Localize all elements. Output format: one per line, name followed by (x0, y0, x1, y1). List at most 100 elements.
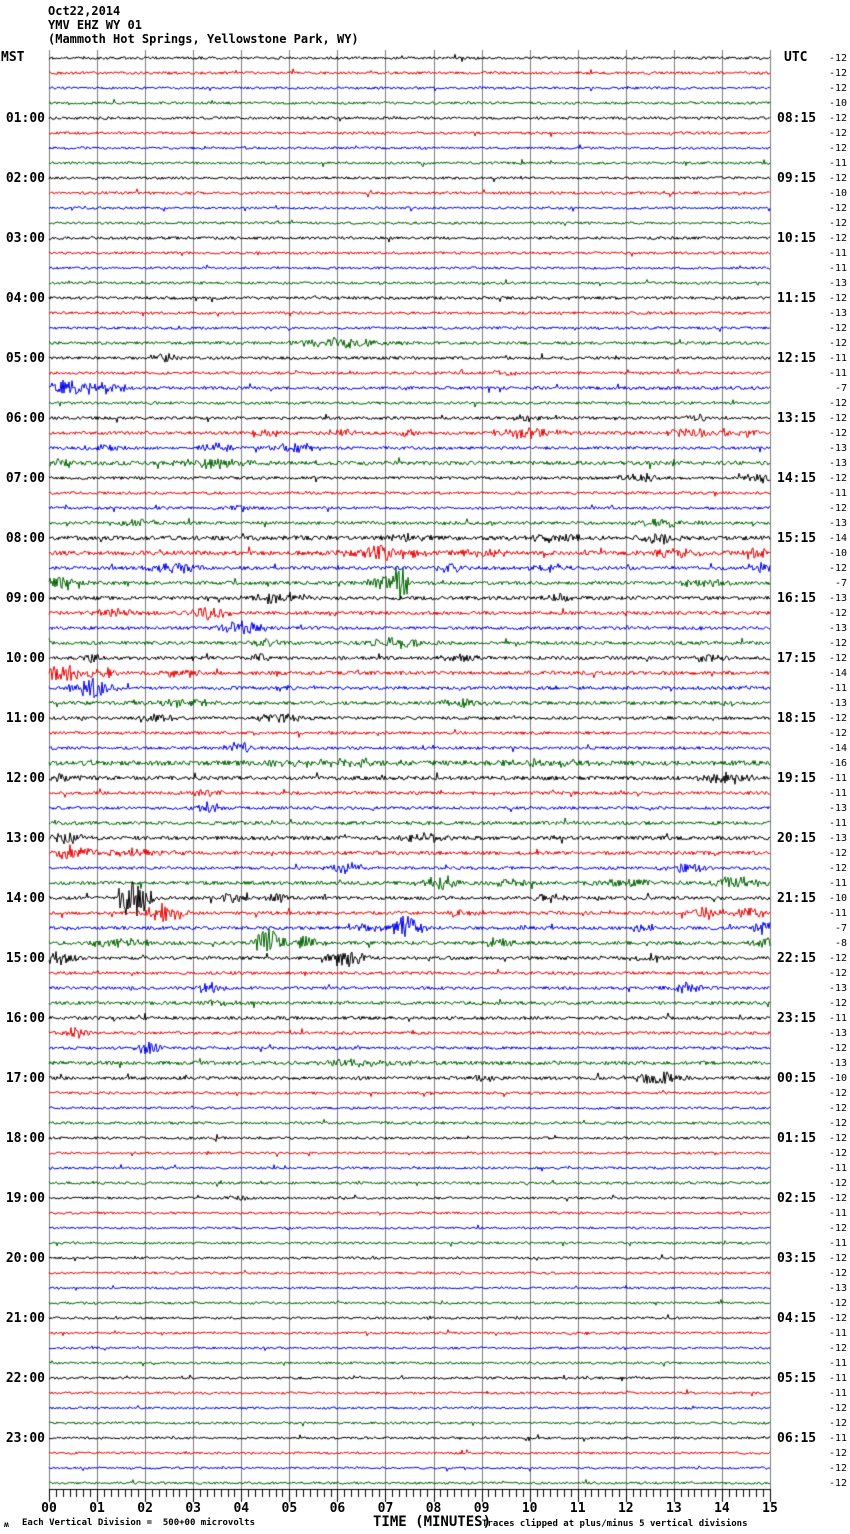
dc-offset-value: -13 (828, 518, 847, 529)
dc-offset-value: -10 (828, 893, 847, 904)
utc-time-label: 13:15 (777, 411, 817, 426)
x-tick-label: 00 (41, 1501, 57, 1516)
dc-offset-value: -10 (828, 188, 847, 199)
dc-offset-value: -12 (828, 1253, 847, 1264)
utc-time-label: 05:15 (777, 1371, 817, 1386)
utc-time-label: 19:15 (777, 771, 817, 786)
utc-time-label: 23:15 (777, 1011, 817, 1026)
x-tick-label: 13 (666, 1501, 682, 1516)
dc-offset-value: -12 (828, 233, 847, 244)
dc-offset-value: -11 (828, 908, 847, 919)
dc-offset-value: -14 (828, 668, 847, 679)
dc-offset-value: -12 (828, 1418, 847, 1429)
dc-offset-value: -11 (828, 1238, 847, 1249)
dc-offset-value: -13 (828, 623, 847, 634)
dc-offset-value: -13 (828, 443, 847, 454)
dc-offset-value: -12 (828, 1133, 847, 1144)
mst-time-label: 19:00 (5, 1191, 45, 1206)
mst-column-header: MST (1, 50, 25, 65)
mst-time-label: 20:00 (5, 1251, 45, 1266)
x-tick-label: 11 (569, 1501, 586, 1516)
dc-offset-value: -16 (828, 758, 847, 769)
mst-time-label: 15:00 (5, 951, 45, 966)
dc-offset-value: -11 (828, 368, 847, 379)
utc-time-label: 11:15 (777, 291, 817, 306)
dc-offset-value: -12 (828, 1403, 847, 1414)
mst-time-label: 23:00 (5, 1431, 45, 1446)
dc-offset-value: -12 (828, 563, 847, 574)
dc-offset-value: -12 (828, 293, 847, 304)
x-tick-label: 04 (233, 1501, 250, 1516)
mst-time-label: 16:00 (5, 1011, 45, 1026)
x-tick-label: 06 (329, 1501, 346, 1516)
mst-time-label: 11:00 (5, 711, 45, 726)
dc-offset-value: -11 (828, 158, 847, 169)
x-tick-label: 02 (137, 1501, 153, 1516)
dc-offset-value: -12 (828, 113, 847, 124)
clipping-note: Traces clipped at plus/minus 5 vertical … (482, 1519, 748, 1529)
dc-offset-value: -12 (828, 473, 847, 484)
dc-offset-value: -12 (828, 848, 847, 859)
dc-offset-value: -12 (828, 323, 847, 334)
dc-offset-value: -12 (828, 1268, 847, 1279)
vertical-division-note: Each Vertical Division = 500+00 microvol… (22, 1518, 255, 1528)
dc-offset-value: -11 (828, 818, 847, 829)
mst-time-label: 04:00 (5, 291, 45, 306)
mst-time-label: 09:00 (5, 591, 45, 606)
utc-time-label: 12:15 (777, 351, 817, 366)
dc-offset-value: -7 (834, 383, 847, 394)
dc-offset-value: -12 (828, 608, 847, 619)
dc-offset-value: -11 (828, 683, 847, 694)
mst-time-label: 22:00 (5, 1371, 45, 1386)
dc-offset-value: -8 (834, 938, 847, 949)
dc-offset-value: -13 (828, 983, 847, 994)
dc-offset-value: -11 (828, 773, 847, 784)
dc-offset-value: -7 (834, 578, 847, 589)
utc-time-label: 06:15 (777, 1431, 817, 1446)
mst-time-label: 10:00 (5, 651, 45, 666)
utc-time-label: 16:15 (777, 591, 817, 606)
dc-offset-value: -7 (834, 923, 847, 934)
dc-offset-value: -12 (828, 1298, 847, 1309)
dc-offset-value: -13 (828, 1028, 847, 1039)
station-id: YMV EHZ WY 01 (48, 18, 142, 32)
dc-offset-value: -11 (828, 1013, 847, 1024)
dc-offset-value: -12 (828, 1118, 847, 1129)
utc-column-header: UTC (784, 50, 808, 65)
utc-time-label: 10:15 (777, 231, 817, 246)
x-tick-label: 12 (617, 1501, 634, 1516)
mst-time-label: 14:00 (5, 891, 45, 906)
x-tick-label: 07 (377, 1501, 394, 1516)
dc-offset-value: -12 (828, 338, 847, 349)
dc-offset-value: -12 (828, 1448, 847, 1459)
utc-time-label: 01:15 (777, 1131, 817, 1146)
dc-offset-value: -10 (828, 548, 847, 559)
x-tick-label: 03 (185, 1501, 202, 1516)
utc-time-label: 17:15 (777, 651, 817, 666)
logo-mark: ʍ (4, 1520, 9, 1529)
dc-offset-value: -11 (828, 1388, 847, 1399)
utc-time-label: 14:15 (777, 471, 817, 486)
dc-offset-value: -12 (828, 1088, 847, 1099)
utc-time-label: 02:15 (777, 1191, 817, 1206)
dc-offset-value: -13 (828, 833, 847, 844)
dc-offset-value: -11 (828, 878, 847, 889)
mst-time-label: 08:00 (5, 531, 45, 546)
dc-offset-value: -11 (828, 1373, 847, 1384)
mst-time-label: 02:00 (5, 171, 45, 186)
x-tick-label: 15 (762, 1501, 778, 1516)
dc-offset-value: -12 (828, 1313, 847, 1324)
dc-offset-value: -12 (828, 1343, 847, 1354)
dc-offset-value: -11 (828, 488, 847, 499)
dc-offset-value: -11 (828, 248, 847, 259)
dc-offset-value: -12 (828, 968, 847, 979)
dc-offset-value: -12 (828, 218, 847, 229)
x-tick-label: 08 (425, 1501, 442, 1516)
x-tick-label: 10 (521, 1501, 538, 1516)
dc-offset-value: -12 (828, 728, 847, 739)
dc-offset-value: -12 (828, 863, 847, 874)
utc-time-label: 15:15 (777, 531, 817, 546)
mst-time-label: 17:00 (5, 1071, 45, 1086)
